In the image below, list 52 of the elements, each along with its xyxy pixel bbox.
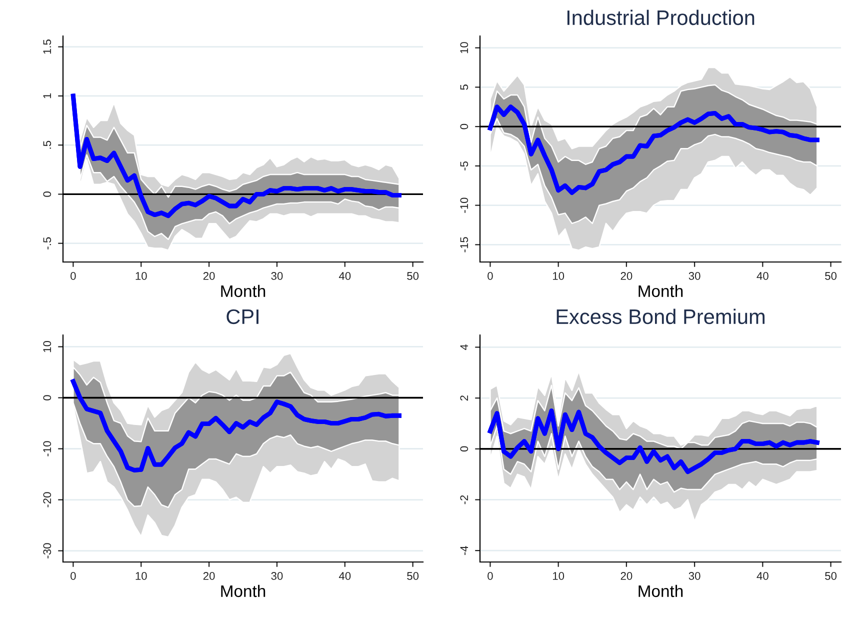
y-tick-label: 0 [43, 192, 52, 197]
y-tick-label: 0 [460, 446, 468, 452]
x-tick-label: 50 [825, 272, 837, 280]
chart-title: Industrial Production [567, 10, 754, 26]
y-tick-label: 1.5 [43, 40, 52, 54]
y-tick-label: -10 [43, 441, 52, 456]
x-tick-label: 30 [271, 272, 283, 280]
x-tick-label: 20 [203, 572, 215, 580]
y-tick-label: 2 [460, 396, 468, 401]
chart-title: Excess Bond Premium [556, 308, 764, 324]
x-axis-title: Month [638, 284, 683, 298]
y-tick-label: 10 [460, 42, 468, 54]
y-tick-label: .5 [43, 140, 52, 149]
y-tick-label: -.5 [43, 237, 52, 250]
chart-title: CPI [226, 309, 258, 324]
y-tick-label: 4 [460, 344, 468, 350]
x-axis-title: Month [221, 584, 266, 598]
x-tick-label: 50 [825, 572, 837, 580]
y-tick-label: 5 [460, 84, 468, 90]
y-tick-label: 1 [43, 93, 51, 98]
x-tick-label: 20 [620, 572, 632, 580]
y-tick-label: 0 [460, 124, 468, 130]
y-tick-label: -30 [43, 543, 52, 558]
y-tick-label: -10 [460, 198, 468, 213]
x-tick-label: 0 [488, 272, 493, 280]
x-axis-title: Month [638, 584, 683, 598]
x-tick-label: 40 [756, 572, 768, 580]
x-tick-label: 30 [688, 272, 700, 280]
x-tick-label: 40 [338, 272, 351, 280]
x-tick-label: 50 [407, 572, 419, 580]
y-tick-label: -5 [460, 161, 468, 170]
x-tick-label: 40 [756, 272, 768, 280]
y-tick-label: -20 [43, 492, 52, 508]
x-tick-label: 0 [70, 272, 76, 280]
y-tick-label: -4 [460, 546, 468, 556]
x-tick-label: 50 [407, 272, 419, 280]
y-tick-label: 10 [43, 340, 52, 352]
y-tick-label: 0 [43, 395, 52, 400]
x-tick-label: 10 [553, 272, 564, 280]
x-tick-label: 10 [136, 572, 147, 580]
x-tick-label: 0 [488, 572, 493, 580]
x-tick-label: 30 [688, 572, 700, 580]
x-tick-label: 10 [553, 572, 564, 580]
x-tick-label: 40 [338, 572, 351, 580]
x-tick-label: 30 [271, 572, 283, 580]
x-tick-label: 10 [136, 272, 147, 280]
y-tick-label: -15 [460, 237, 468, 252]
x-tick-label: 0 [70, 572, 76, 580]
x-tick-label: 20 [203, 272, 215, 280]
x-tick-label: 20 [620, 272, 632, 280]
x-axis-title: Month [221, 284, 266, 298]
y-tick-label: -2 [460, 495, 468, 504]
